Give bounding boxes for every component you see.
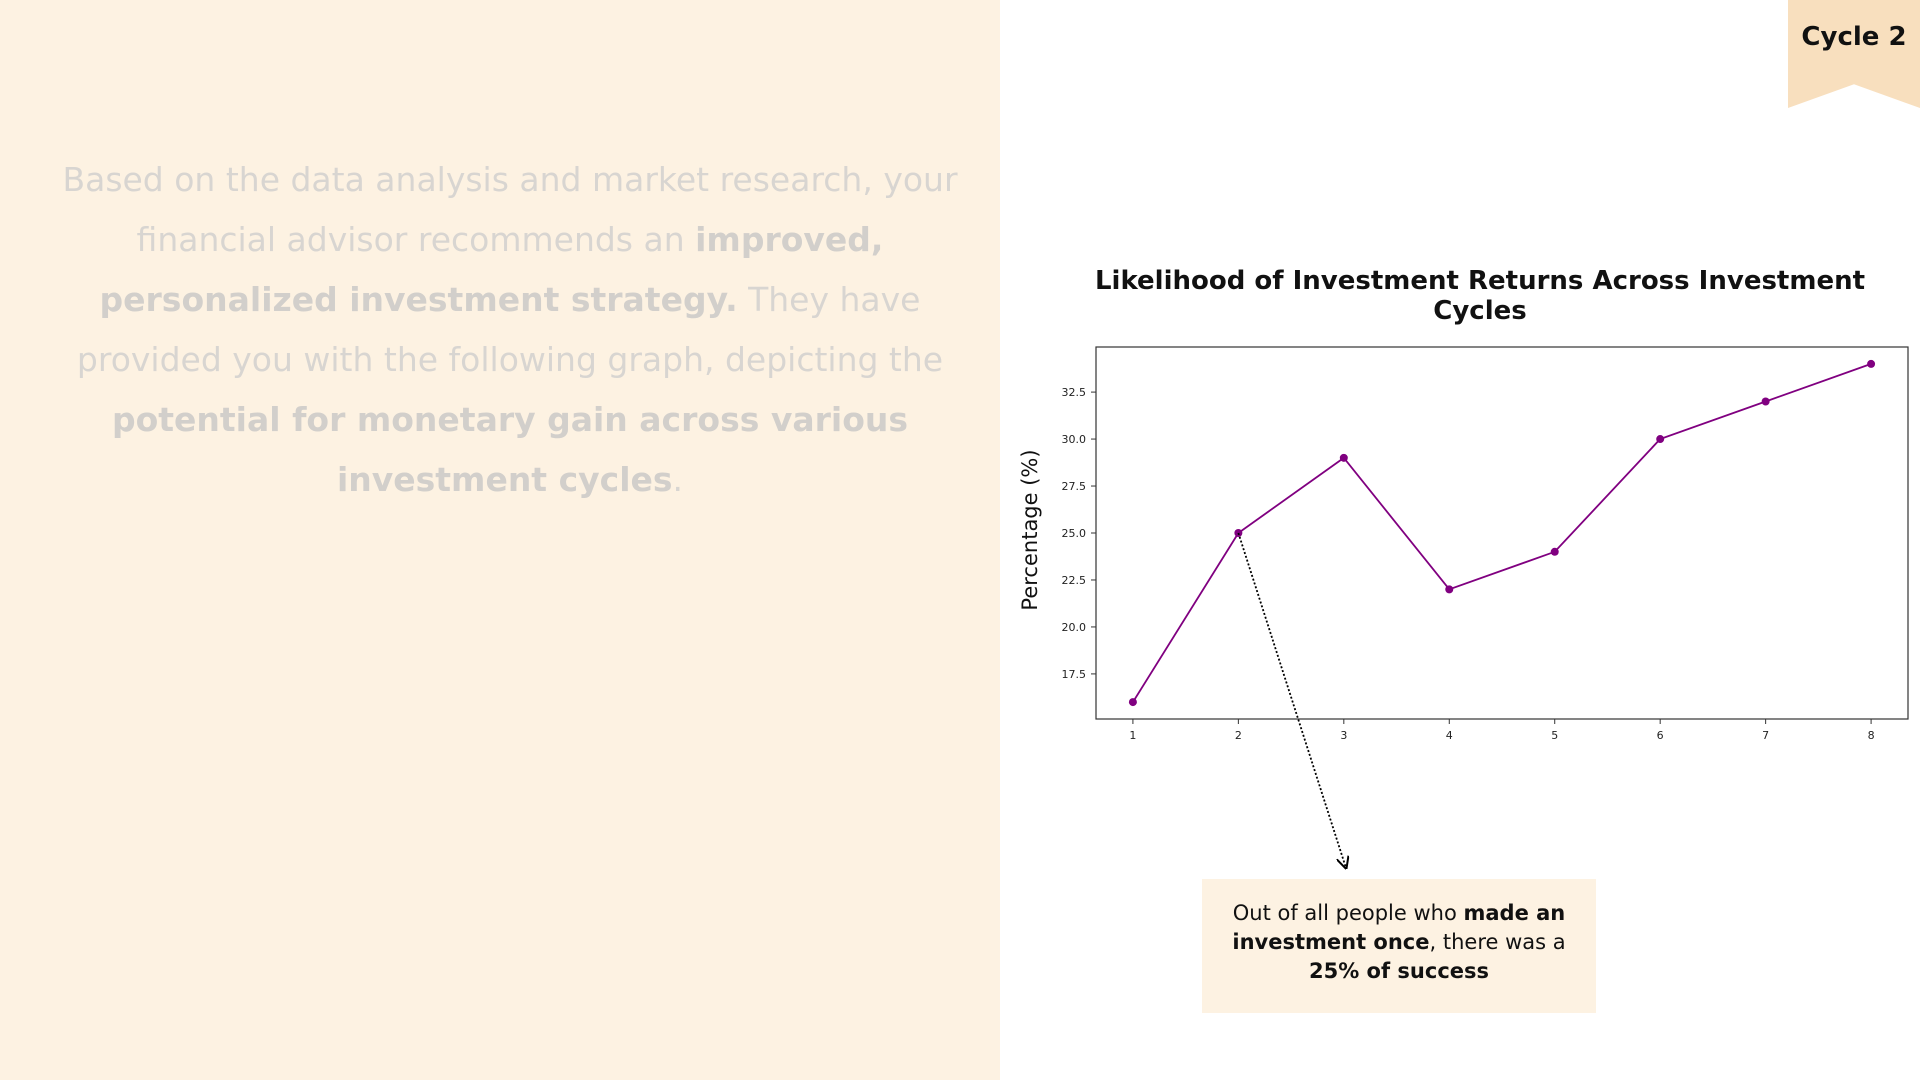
data-point (1339, 453, 1348, 462)
x-tick-label: 6 (1657, 729, 1664, 742)
data-point (1656, 435, 1665, 444)
y-tick-label: 32.5 (1062, 386, 1087, 399)
callout-text-1: Out of all people who (1232, 901, 1464, 925)
data-point (1550, 547, 1559, 556)
series-line (1132, 363, 1872, 703)
callout-bold-1: made an investment once (1232, 901, 1566, 954)
y-axis-title: Percentage (%) (1018, 449, 1042, 611)
chart-title: Likelihood of Investment Returns Across … (1094, 266, 1866, 326)
y-tick-label: 30.0 (1062, 433, 1087, 446)
callout-bold-2: 25% of success (1308, 959, 1490, 983)
plot-frame (1095, 346, 1909, 720)
x-tick-label: 7 (1762, 729, 1769, 742)
intro-bold-1: improved, personalized investment strate… (99, 220, 884, 319)
intro-bold-2: potential for monetary gain across vario… (111, 400, 909, 499)
series-layer (1128, 359, 1876, 707)
intro-text-2: They have provided you with the followin… (76, 280, 944, 379)
x-tick-label: 2 (1235, 729, 1242, 742)
y-tick-label: 20.0 (1062, 621, 1087, 634)
annotation-callout: Out of all people who made an investment… (1202, 879, 1596, 1013)
y-tick-label: 25.0 (1062, 527, 1087, 540)
intro-text-3: . (672, 460, 684, 499)
x-tick-label: 3 (1340, 729, 1347, 742)
cycle-badge-label: Cycle 2 (1801, 22, 1907, 52)
data-point (1761, 397, 1770, 406)
x-tick-label: 1 (1129, 729, 1136, 742)
intro-text-1: Based on the data analysis and market re… (62, 160, 958, 259)
y-tick-label: 22.5 (1062, 574, 1087, 587)
annotation-arrow (1237, 532, 1346, 868)
x-tick-label: 8 (1868, 729, 1875, 742)
ticks-layer: 1 2 3 4 5 6 7 8 17.5 20.0 22.5 25.0 27.5 30.0 32.5 (1062, 386, 1875, 742)
y-tick-label: 17.5 (1062, 668, 1087, 681)
data-point (1445, 585, 1454, 594)
callout-text-2: , there was a (1429, 930, 1566, 954)
y-tick-label: 27.5 (1062, 480, 1087, 493)
data-point (1128, 698, 1137, 707)
x-tick-label: 4 (1446, 729, 1453, 742)
intro-paragraph: Based on the data analysis and market re… (55, 150, 965, 510)
data-point (1867, 359, 1876, 368)
x-tick-label: 5 (1551, 729, 1558, 742)
left-panel: Based on the data analysis and market re… (0, 0, 1000, 1080)
